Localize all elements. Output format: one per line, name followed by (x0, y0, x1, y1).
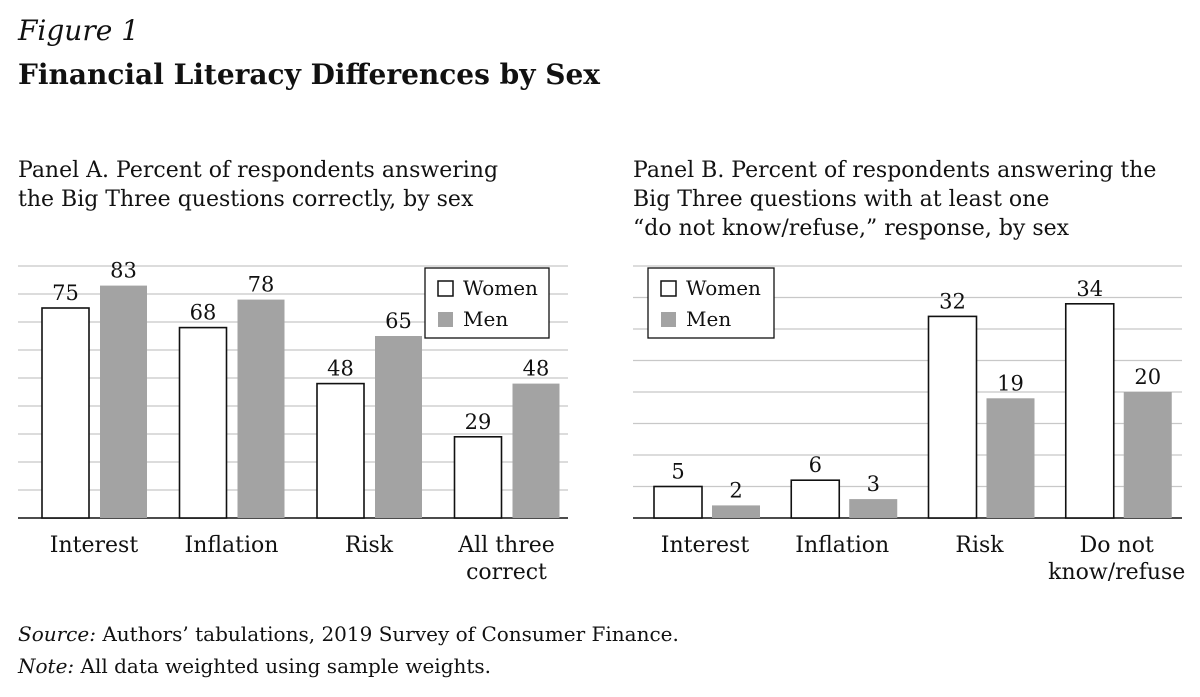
panel-a-title-line-2: the Big Three questions correctly, by se… (18, 187, 474, 212)
note-text: All data weighted using sample weights. (74, 654, 492, 678)
panel-a-data-label: 78 (248, 273, 275, 297)
panel-b-legend-swatch-women (660, 280, 677, 297)
panel-a-data-label: 68 (190, 301, 217, 325)
panel-b-title-line-2: Big Three questions with at least one (633, 187, 1050, 212)
panel-a-legend (424, 267, 550, 339)
panel-a-data-label: 75 (52, 281, 79, 305)
panel-a-data-label: 48 (523, 357, 550, 381)
panel-a-legend-label-women: Women (463, 276, 538, 300)
panel-a-category-label: Risk (345, 533, 394, 558)
panel-b-data-label: 34 (1076, 277, 1103, 301)
source-line: Source: Authors’ tabulations, 2019 Surve… (18, 618, 679, 650)
panel-a-chart: 75 83 Interest 68 78 Inflation 48 65 Risk 29 48 All… (18, 259, 568, 585)
panel-b-data-label: 2 (729, 478, 742, 502)
panel-b-data-label: 32 (939, 289, 966, 313)
panel-b-category-label: Interest (661, 533, 750, 558)
panel-b-bar-men-2 (849, 499, 898, 518)
panel-a-legend-swatch-men (438, 312, 453, 327)
panel-a-bar-men-2 (237, 299, 285, 518)
panel-b-bar-women-4 (1064, 302, 1115, 519)
panel-a-bar-men-3 (375, 336, 422, 518)
panel-a-data-label: 29 (465, 410, 492, 434)
figure-notes: Source: Authors’ tabulations, 2019 Surve… (18, 618, 679, 682)
panel-b-legend-label-women: Women (686, 276, 761, 300)
panel-a-category-label: Inflation (185, 533, 279, 558)
panel-a-title-line-1: Panel A. Percent of respondents answerin… (18, 158, 499, 183)
panel-b-bar-women-3 (927, 315, 978, 519)
panel-a-category-label: correct (466, 560, 547, 585)
panel-a-bar-men-1 (100, 285, 147, 518)
panel-a-legend-label-men: Men (463, 307, 508, 331)
panel-a-bar-women-4 (453, 436, 503, 519)
panel-a-category-label: All three (457, 533, 555, 558)
panel-a-category-label: Interest (50, 533, 139, 558)
source-text: Authors’ tabulations, 2019 Survey of Con… (95, 622, 679, 646)
panel-b-chart: 5 2 Interest 6 3 Inflation 32 19 Risk 34 20 Do notk… (633, 265, 1185, 585)
panel-b-legend-label-men: Men (686, 307, 731, 331)
panel-a-data-label: 65 (385, 309, 412, 333)
panel-a-title: Panel A. Percent of respondents answerin… (18, 156, 498, 214)
panel-b-data-label: 3 (867, 472, 880, 496)
source-label: Source: (18, 622, 96, 646)
panel-b-bar-men-1 (712, 505, 760, 518)
panel-a-data-label: 48 (327, 357, 354, 381)
panel-b-bar-men-4 (1123, 392, 1172, 518)
panel-b-category-label: know/refuse (1048, 560, 1185, 585)
panel-b-title-line-1: Panel B. Percent of respondents answerin… (633, 158, 1157, 183)
panel-b-bar-men-3 (986, 398, 1035, 518)
panel-a-bar-women-1 (41, 307, 90, 519)
panel-b-legend-swatch-men (661, 312, 676, 327)
panel-b-data-label: 5 (671, 460, 684, 484)
panel-a-legend-swatch-women (437, 280, 454, 297)
panel-a-bar-men-4 (512, 383, 560, 518)
panel-a-bar-women-3 (316, 382, 365, 519)
panel-a-bar-women-2 (178, 326, 228, 519)
panel-b-data-label: 6 (809, 453, 822, 477)
panel-b-title-line-3: “do not know/refuse,” response, by sex (633, 216, 1070, 241)
panel-b-category-label: Do not (1080, 533, 1154, 558)
panel-b-category-label: Risk (955, 533, 1004, 558)
panel-b-bar-women-1 (653, 485, 703, 519)
panel-b-title: Panel B. Percent of respondents answerin… (633, 156, 1156, 243)
note-line: Note: All data weighted using sample wei… (18, 650, 679, 682)
panel-a-data-label: 83 (110, 259, 137, 283)
panel-b-data-label: 19 (997, 371, 1024, 395)
panel-b-category-label: Inflation (795, 533, 889, 558)
figure-title: Financial Literacy Differences by Sex (18, 58, 600, 91)
note-label: Note: (18, 654, 75, 678)
panel-b-data-label: 20 (1134, 365, 1161, 389)
panel-b-bar-women-2 (790, 479, 841, 519)
figure-label: Figure 1 (18, 14, 140, 47)
